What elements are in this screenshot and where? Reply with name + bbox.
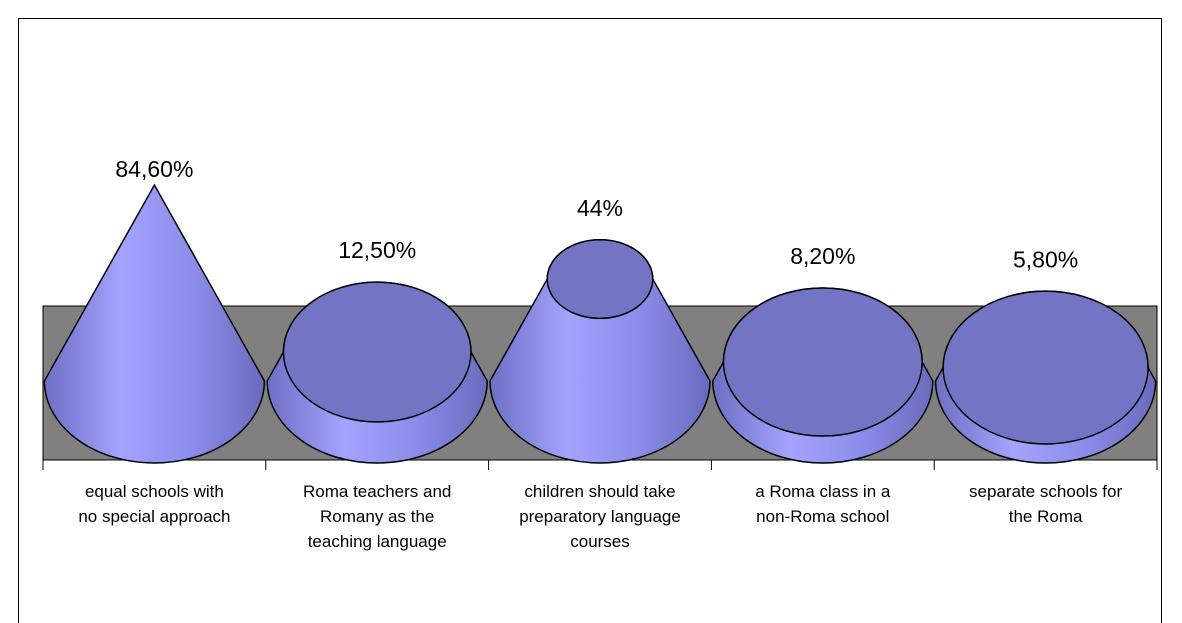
x-tick-label-line: no special approach <box>78 507 230 526</box>
x-tick-label-line: equal schools with <box>85 482 224 501</box>
value-label: 5,80% <box>1013 246 1078 272</box>
x-tick-label-line: children should take <box>524 482 675 501</box>
x-tick-label: children should take preparatory language… <box>519 482 681 551</box>
x-tick-label-line: a Roma class in a <box>755 482 891 501</box>
cone-top <box>282 281 472 423</box>
value-label: 44% <box>577 195 623 221</box>
x-tick-label-line: separate schools for <box>969 482 1122 501</box>
x-tick-label: separate schools for the Roma <box>969 482 1122 526</box>
x-tick-label-line: non-Roma school <box>756 507 889 526</box>
cone-top <box>942 290 1149 445</box>
value-label: 8,20% <box>790 243 855 269</box>
x-tick-label: Roma teachers and Romany as the teaching l… <box>303 482 451 551</box>
x-tick-label-line: Roma teachers and <box>303 482 451 501</box>
cone-top <box>722 287 923 437</box>
x-tick-label: equal schools with no special approach <box>78 482 230 526</box>
x-tick-label: a Roma class in a non-Roma school <box>755 482 891 526</box>
cone <box>43 183 266 464</box>
chart-frame <box>18 18 1162 623</box>
x-tick-label-line: courses <box>570 532 630 551</box>
cone-top <box>546 238 654 320</box>
x-tick-label-line: preparatory language <box>519 507 681 526</box>
x-tick-label-line: teaching language <box>308 532 447 551</box>
value-label: 84,60% <box>115 156 193 182</box>
x-tick-label-line: Romany as the <box>320 507 434 526</box>
x-tick-label-line: the Roma <box>1009 507 1083 526</box>
value-label: 12,50% <box>338 237 416 263</box>
